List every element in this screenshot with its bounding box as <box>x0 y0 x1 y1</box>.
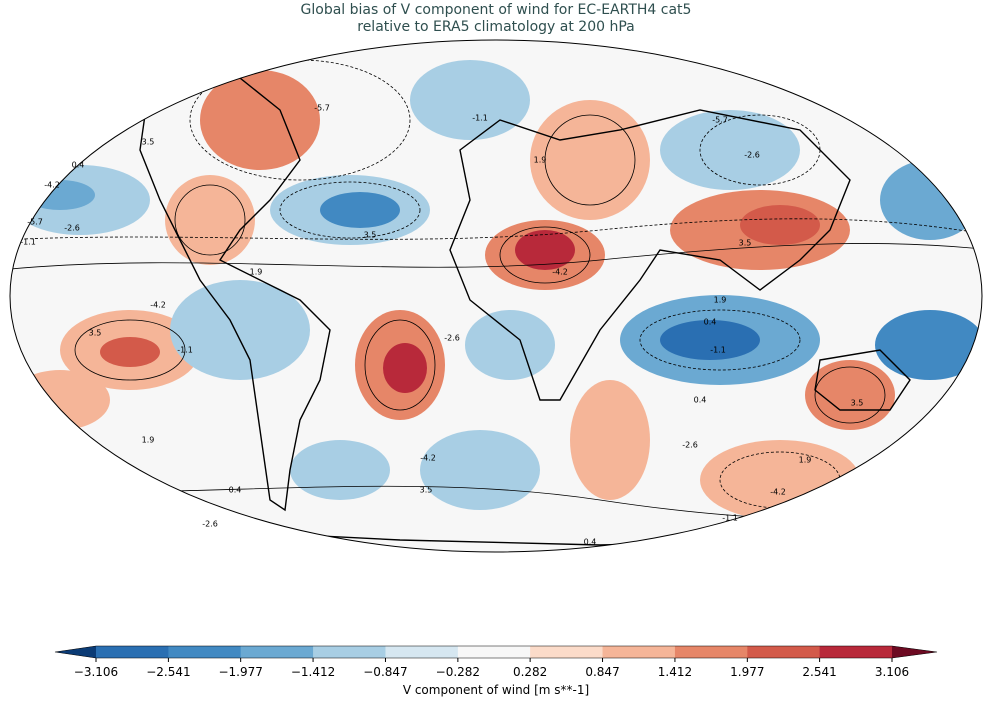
field-region <box>170 280 310 380</box>
contour-label: -1.1 <box>20 238 36 247</box>
colorbar-tick-label: −1.412 <box>291 665 335 679</box>
field-region <box>10 370 110 430</box>
field-region <box>700 440 860 520</box>
contour-label: 0.4 <box>72 161 85 170</box>
colorbar-extend-low <box>55 646 96 658</box>
colorbar-tick-label: 2.541 <box>802 665 836 679</box>
colorbar: −3.106 −2.541 −1.977 −1.412 −0.847 −0.282 0.28… <box>54 645 938 679</box>
colorbar-bin <box>747 646 821 658</box>
colorbar-tick-label: 1.412 <box>658 665 692 679</box>
field-region <box>420 430 540 510</box>
field-region <box>660 320 760 360</box>
colorbar-bin <box>313 646 386 658</box>
contour-label: -2.6 <box>744 151 760 160</box>
contour-label: 1.9 <box>534 156 547 165</box>
contour-label: -4.2 <box>150 301 166 310</box>
colorbar-tick-label: −3.106 <box>74 665 118 679</box>
field-region <box>530 100 650 220</box>
colorbar-bin <box>457 646 531 658</box>
colorbar-bin <box>96 646 169 658</box>
field-region <box>100 337 160 367</box>
contour-label: -5.7 <box>712 116 728 125</box>
colorbar-bin <box>530 646 604 658</box>
contour-label: 1.9 <box>142 436 155 445</box>
field-region <box>320 192 400 228</box>
colorbar-bin <box>819 646 893 658</box>
contour-label: 3.5 <box>851 399 864 408</box>
field-region <box>290 440 390 500</box>
contour-label: 3.5 <box>364 231 377 240</box>
contour-label: -1.1 <box>722 514 738 523</box>
field-region <box>740 205 820 245</box>
field-region <box>383 343 427 393</box>
contour-label: -2.6 <box>682 441 698 450</box>
contour-label: 1.9 <box>250 268 263 277</box>
contour-label: -5.7 <box>314 104 330 113</box>
field-region <box>410 60 530 140</box>
field-region <box>515 230 575 270</box>
colorbar-bin <box>240 646 314 658</box>
colorbar-label: V component of wind [m s**-1] <box>403 683 589 697</box>
contour-labels: 3.5 0.4 -4.2 -5.7 -1.1 -2.6 1.9 3.5 -4.2 -1.1 1.9 0… <box>20 104 863 547</box>
contour-label: -4.2 <box>420 454 436 463</box>
colorbar-tick-label: −0.847 <box>363 665 407 679</box>
field-region <box>200 70 320 170</box>
contour-label: 3.5 <box>142 138 155 147</box>
contour-label: -2.6 <box>444 334 460 343</box>
field-region <box>25 180 95 210</box>
colorbar-bin <box>674 646 748 658</box>
colorbar-extend-high <box>892 646 937 658</box>
contour-label: -1.1 <box>472 114 488 123</box>
colorbar-tick-label: −1.977 <box>218 665 262 679</box>
field-region <box>570 380 650 500</box>
map-border <box>9 39 983 553</box>
contour-label: -2.6 <box>202 520 218 529</box>
contour-label: -1.1 <box>710 346 726 355</box>
colorbar-tick-label: 1.977 <box>730 665 764 679</box>
contour-label: -4.2 <box>770 488 786 497</box>
colorbar-bin <box>385 646 459 658</box>
contour-label: 0.4 <box>584 538 597 547</box>
contour-label: 3.5 <box>739 239 752 248</box>
subtitle: relative to ERA5 climatology at 200 hPa <box>357 19 634 35</box>
contour-label: -1.1 <box>177 346 193 355</box>
title: Global bias of V component of wind for E… <box>301 2 692 18</box>
colorbar-tick-label: −2.541 <box>146 665 190 679</box>
contour-label: 3.5 <box>89 329 102 338</box>
colorbar-tick-label: 3.106 <box>875 665 909 679</box>
contour-label: 0.4 <box>694 396 707 405</box>
contour-label: -5.7 <box>27 218 43 227</box>
contour-label: -4.2 <box>44 181 60 190</box>
contour-label: 1.9 <box>799 456 812 465</box>
field-region <box>805 360 895 430</box>
contour-label: -2.6 <box>64 224 80 233</box>
colorbar-tick-label: 0.282 <box>513 665 547 679</box>
field-region <box>165 175 255 265</box>
map <box>10 40 982 552</box>
field-region <box>875 310 982 380</box>
colorbar-bin <box>602 646 676 658</box>
contour-label: 3.5 <box>420 486 433 495</box>
contour-label: 0.4 <box>704 318 717 327</box>
contour-label: 0.4 <box>229 486 242 495</box>
field-region <box>660 110 800 190</box>
contour-label: -4.2 <box>552 268 568 277</box>
field-region <box>465 310 555 380</box>
colorbar-bin <box>168 646 242 658</box>
colorbar-tick-label: −0.282 <box>436 665 480 679</box>
contour-label: 1.9 <box>714 296 727 305</box>
colorbar-tick-label: 0.847 <box>585 665 619 679</box>
